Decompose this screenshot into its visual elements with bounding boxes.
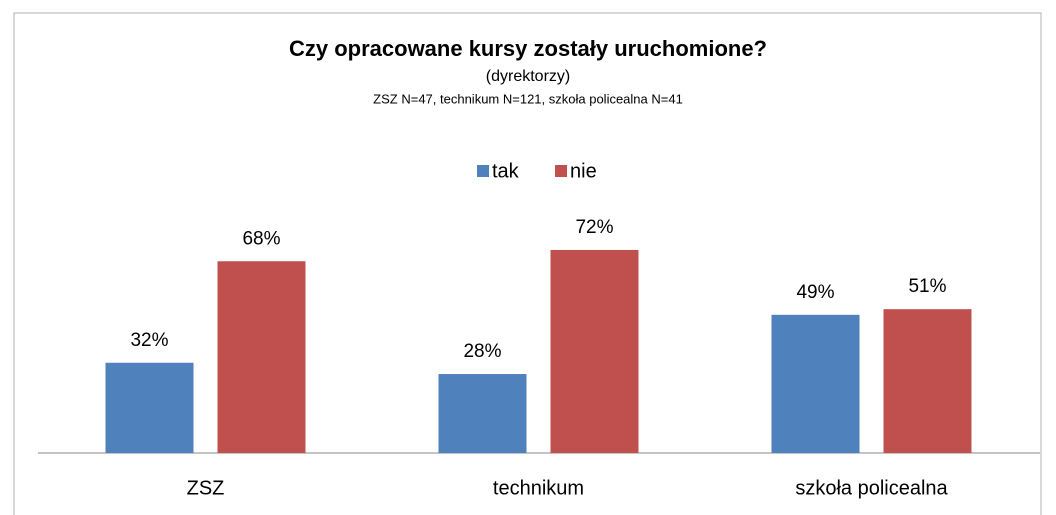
data-label: 68% <box>242 228 280 249</box>
chart-subtitle: ZSZ N=47, technikum N=121, szkoła police… <box>373 91 683 106</box>
data-label: 32% <box>130 330 168 351</box>
data-label: 49% <box>796 282 834 303</box>
bar <box>217 261 306 453</box>
bar <box>771 314 860 453</box>
legend-label: nie <box>570 160 597 182</box>
data-label: 28% <box>463 341 501 362</box>
data-label: 51% <box>908 276 946 297</box>
x-tick-label: technikum <box>493 477 584 499</box>
x-tick-label: szkoła policealna <box>795 477 948 499</box>
data-label: 72% <box>575 217 613 238</box>
x-tick-label: ZSZ <box>187 477 225 499</box>
legend-label: tak <box>492 160 520 182</box>
chart-subtitle: (dyrektorzy) <box>486 68 570 85</box>
legend-swatch <box>555 165 567 177</box>
legend-swatch <box>477 165 489 177</box>
bar <box>550 249 639 453</box>
chart-title: Czy opracowane kursy zostały uruchomione… <box>289 36 767 61</box>
bar <box>438 374 527 453</box>
bar <box>105 362 194 453</box>
bar <box>883 309 972 453</box>
